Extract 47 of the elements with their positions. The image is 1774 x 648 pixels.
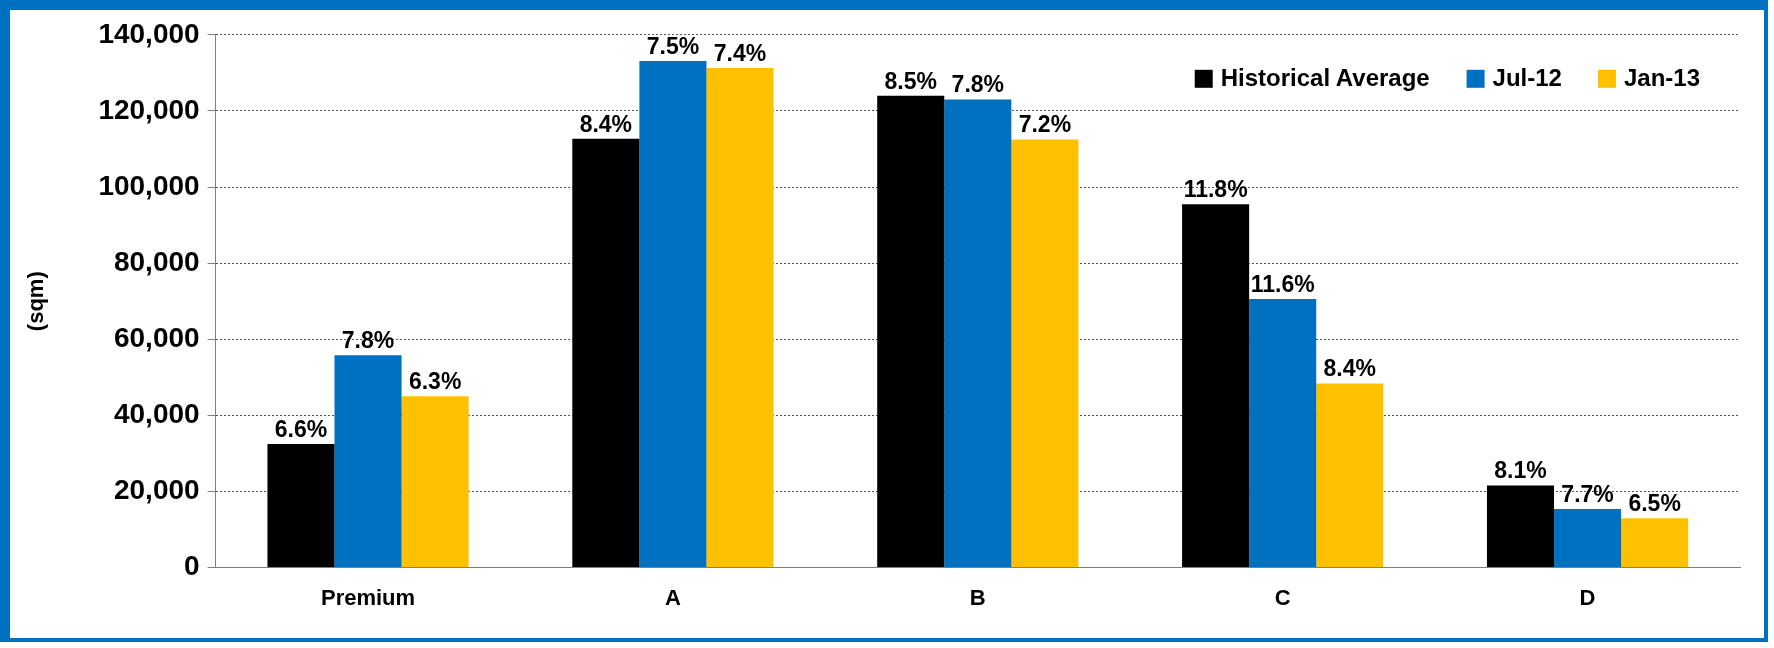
bar xyxy=(1249,298,1317,568)
y-tick-label: 20,000 xyxy=(113,474,200,506)
annotation: 8.5% xyxy=(884,67,937,94)
bar xyxy=(1621,518,1689,568)
bar xyxy=(1182,204,1250,568)
bar xyxy=(401,396,469,568)
bar xyxy=(572,138,640,568)
y-tick-label: 0 xyxy=(184,550,200,582)
bar xyxy=(1316,383,1384,568)
annotation: 6.3% xyxy=(408,368,462,395)
bar xyxy=(944,99,1012,568)
annotation: 7.4% xyxy=(713,39,767,66)
y-tick-label: 40,000 xyxy=(113,398,200,430)
annotation: 6.5% xyxy=(1628,489,1681,516)
bar xyxy=(877,95,945,568)
annotation: 6.6% xyxy=(274,415,328,442)
annotation: 11.6% xyxy=(1250,270,1315,297)
x-tick-label: B xyxy=(969,584,986,610)
x-tick-label: Premium xyxy=(320,584,416,610)
bar xyxy=(1486,485,1555,568)
annotation: 8.4% xyxy=(579,110,633,137)
annotation: 7.2% xyxy=(1018,111,1072,138)
annotation: 11.8% xyxy=(1183,176,1248,202)
x-tick-label: C xyxy=(1274,584,1291,610)
bar xyxy=(706,67,774,568)
annotation: 7.8% xyxy=(951,71,1005,98)
legend-label: Jan-13 xyxy=(1623,64,1700,92)
y-tick-label: 80,000 xyxy=(113,245,200,277)
y-tick-label: 100,000 xyxy=(98,169,200,201)
legend-label: Jul-12 xyxy=(1492,64,1562,92)
y-tick-label: 140,000 xyxy=(98,17,200,49)
bar xyxy=(639,61,707,568)
bar xyxy=(1011,139,1079,568)
annotation: 7.5% xyxy=(646,32,700,59)
annotation: 8.1% xyxy=(1494,457,1547,484)
annotation: 7.8% xyxy=(341,327,395,354)
y-axis-title: (sqm) xyxy=(23,271,49,332)
bar xyxy=(334,355,402,568)
x-tick-label: A xyxy=(664,584,681,610)
x-tick-label: D xyxy=(1579,584,1596,610)
bar xyxy=(1554,508,1622,568)
legend-label: Historical Average xyxy=(1220,64,1430,92)
y-tick-label: 60,000 xyxy=(113,321,200,353)
bar xyxy=(267,443,335,568)
y-tick-label: 120,000 xyxy=(98,93,200,125)
annotation: 8.4% xyxy=(1323,355,1376,382)
annotation: 7.7% xyxy=(1561,480,1614,507)
